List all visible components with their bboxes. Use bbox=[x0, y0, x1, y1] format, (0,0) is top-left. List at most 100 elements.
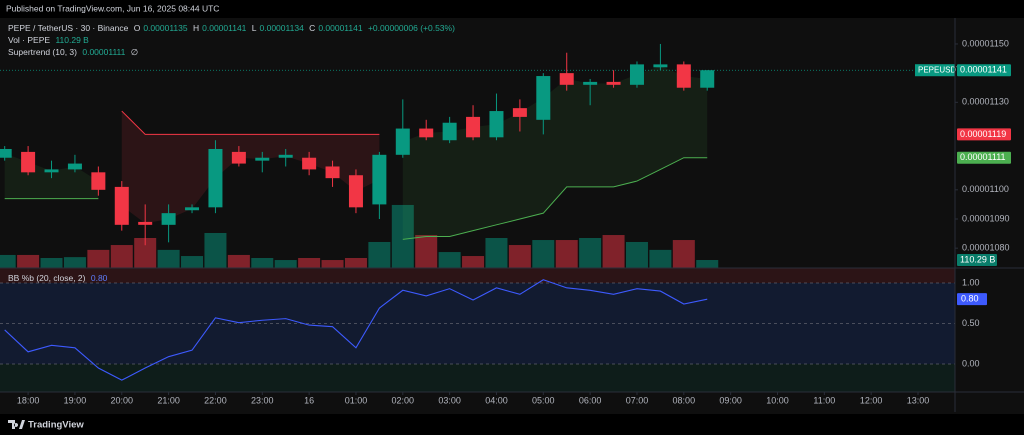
y-tick-label: 0.00001080 bbox=[962, 243, 1010, 253]
x-tick-label: 22:00 bbox=[204, 395, 227, 405]
y-tick-label: 0.00 bbox=[962, 358, 980, 368]
candle-body bbox=[676, 64, 691, 88]
change: +0.00000006 (+0.53%) bbox=[367, 23, 455, 33]
volume-bar bbox=[274, 260, 297, 268]
volume-bar bbox=[40, 258, 63, 268]
legend-supertrend: Supertrend (10, 3) 0.00001111 ∅ bbox=[8, 47, 141, 58]
candle-body bbox=[419, 128, 434, 138]
bb-title: BB %b (20, close, 2) bbox=[8, 273, 86, 283]
volume-bar bbox=[696, 260, 719, 268]
candle-body bbox=[559, 73, 574, 85]
volume-bar bbox=[134, 238, 157, 268]
candle-body bbox=[91, 172, 106, 190]
volume-bar bbox=[110, 245, 133, 268]
x-tick-label: 20:00 bbox=[111, 395, 134, 405]
candle-body bbox=[372, 154, 387, 205]
candle-body bbox=[348, 175, 363, 208]
volume-bar bbox=[391, 204, 414, 268]
volume-bar bbox=[227, 254, 250, 268]
candle-body bbox=[606, 81, 621, 85]
volume-bar bbox=[508, 245, 531, 268]
supertrend-line bbox=[121, 110, 380, 135]
logo-icon bbox=[8, 420, 25, 429]
x-tick-label: 02:00 bbox=[392, 395, 415, 405]
x-tick-label: 13:00 bbox=[907, 395, 930, 405]
supertrend-down-tag-label: 0.00001119 bbox=[960, 129, 1006, 139]
candle-body bbox=[395, 128, 410, 155]
y-tick-label: 0.00001150 bbox=[962, 38, 1009, 48]
x-tick-label: 19:00 bbox=[64, 395, 87, 405]
x-tick-label: 03:00 bbox=[438, 395, 461, 405]
legend-volume: Vol · PEPE 110.29 B bbox=[8, 35, 92, 46]
bb-band-upper bbox=[0, 268, 955, 283]
y-tick-label: 0.00001090 bbox=[962, 213, 1010, 223]
symbol-tag bbox=[915, 64, 955, 77]
x-tick-label: 07:00 bbox=[626, 395, 649, 405]
x-tick-label: 12:00 bbox=[860, 395, 883, 405]
chart-layer: 0.00001080 0.00001090 0.00001100 0.00001130… bbox=[0, 38, 1011, 405]
low-value: 0.00001134 bbox=[259, 23, 304, 33]
supertrend-up-tag bbox=[957, 151, 1011, 164]
bb-tag bbox=[957, 293, 987, 306]
bb-band bbox=[0, 282, 955, 364]
volume-bar bbox=[649, 249, 672, 268]
bb-band-lower bbox=[0, 363, 955, 392]
candle-body bbox=[325, 166, 340, 179]
bb-tag-label: 0.80 bbox=[961, 294, 979, 304]
candle-body bbox=[653, 64, 668, 68]
volume-tag-label: 110.29 B bbox=[960, 254, 995, 264]
x-tick-label: 16 bbox=[304, 395, 314, 405]
supertrend-up-tag-label: 0.00001111 bbox=[960, 152, 1006, 162]
brand: TradingView bbox=[28, 420, 84, 431]
x-tick-label: 01:00 bbox=[345, 395, 368, 405]
candle-body bbox=[278, 154, 293, 158]
legend-ohlc: PEPE / TetherUS · 30 · Binance O 0.000011… bbox=[8, 23, 458, 34]
candle-body bbox=[185, 207, 200, 211]
candle-body bbox=[629, 64, 644, 85]
symbol-tag-label: PEPEUSDT bbox=[918, 65, 961, 74]
trend-fill bbox=[402, 65, 708, 240]
volume-bar bbox=[17, 254, 40, 268]
volume-bar bbox=[602, 235, 625, 268]
volume-bar bbox=[415, 235, 438, 268]
candle-body bbox=[512, 108, 527, 117]
volume-bar bbox=[204, 233, 227, 268]
volume-tag bbox=[957, 254, 997, 267]
volume-title: Vol · PEPE bbox=[8, 35, 51, 45]
volume-bar bbox=[579, 238, 602, 268]
open-value: 0.00001135 bbox=[143, 23, 188, 33]
ohlc-key: C bbox=[309, 23, 316, 33]
supertrend-line bbox=[4, 157, 708, 240]
ohlc-key: L bbox=[251, 23, 257, 33]
ohlc-key: H bbox=[192, 23, 200, 33]
x-tick-label: 10:00 bbox=[766, 395, 789, 405]
candle-body bbox=[536, 76, 551, 120]
supertrend-empty: ∅ bbox=[130, 47, 139, 57]
volume-bar bbox=[485, 238, 508, 268]
candle-body bbox=[67, 163, 82, 170]
trend-fill bbox=[121, 111, 380, 224]
published-note: Published on TradingView.com, Jun 16, 20… bbox=[6, 3, 219, 13]
candle-body bbox=[302, 157, 317, 170]
x-tick-label: 21:00 bbox=[157, 395, 180, 405]
supertrend-title: Supertrend (10, 3) bbox=[8, 47, 77, 57]
price-tag-label: 0.00001141 bbox=[960, 65, 1007, 75]
footer bbox=[0, 414, 1024, 435]
candle-body bbox=[255, 157, 270, 161]
x-tick-label: 05:00 bbox=[532, 395, 555, 405]
volume-bar bbox=[672, 240, 695, 268]
high-value: 0.00001141 bbox=[202, 23, 247, 33]
volume-bar bbox=[368, 241, 391, 268]
x-tick-label: 11:00 bbox=[813, 395, 835, 405]
volume-bar bbox=[0, 254, 16, 268]
y-tick-label: 1.00 bbox=[962, 277, 980, 287]
volume-bar bbox=[555, 240, 578, 268]
volume-bar bbox=[625, 241, 648, 268]
volume-bar bbox=[321, 260, 344, 268]
candle-body bbox=[138, 221, 153, 225]
supertrend-down-tag bbox=[957, 128, 1011, 141]
candle-body bbox=[489, 111, 504, 138]
ohlc-key: O bbox=[133, 23, 141, 33]
x-tick-label: 06:00 bbox=[579, 395, 602, 405]
